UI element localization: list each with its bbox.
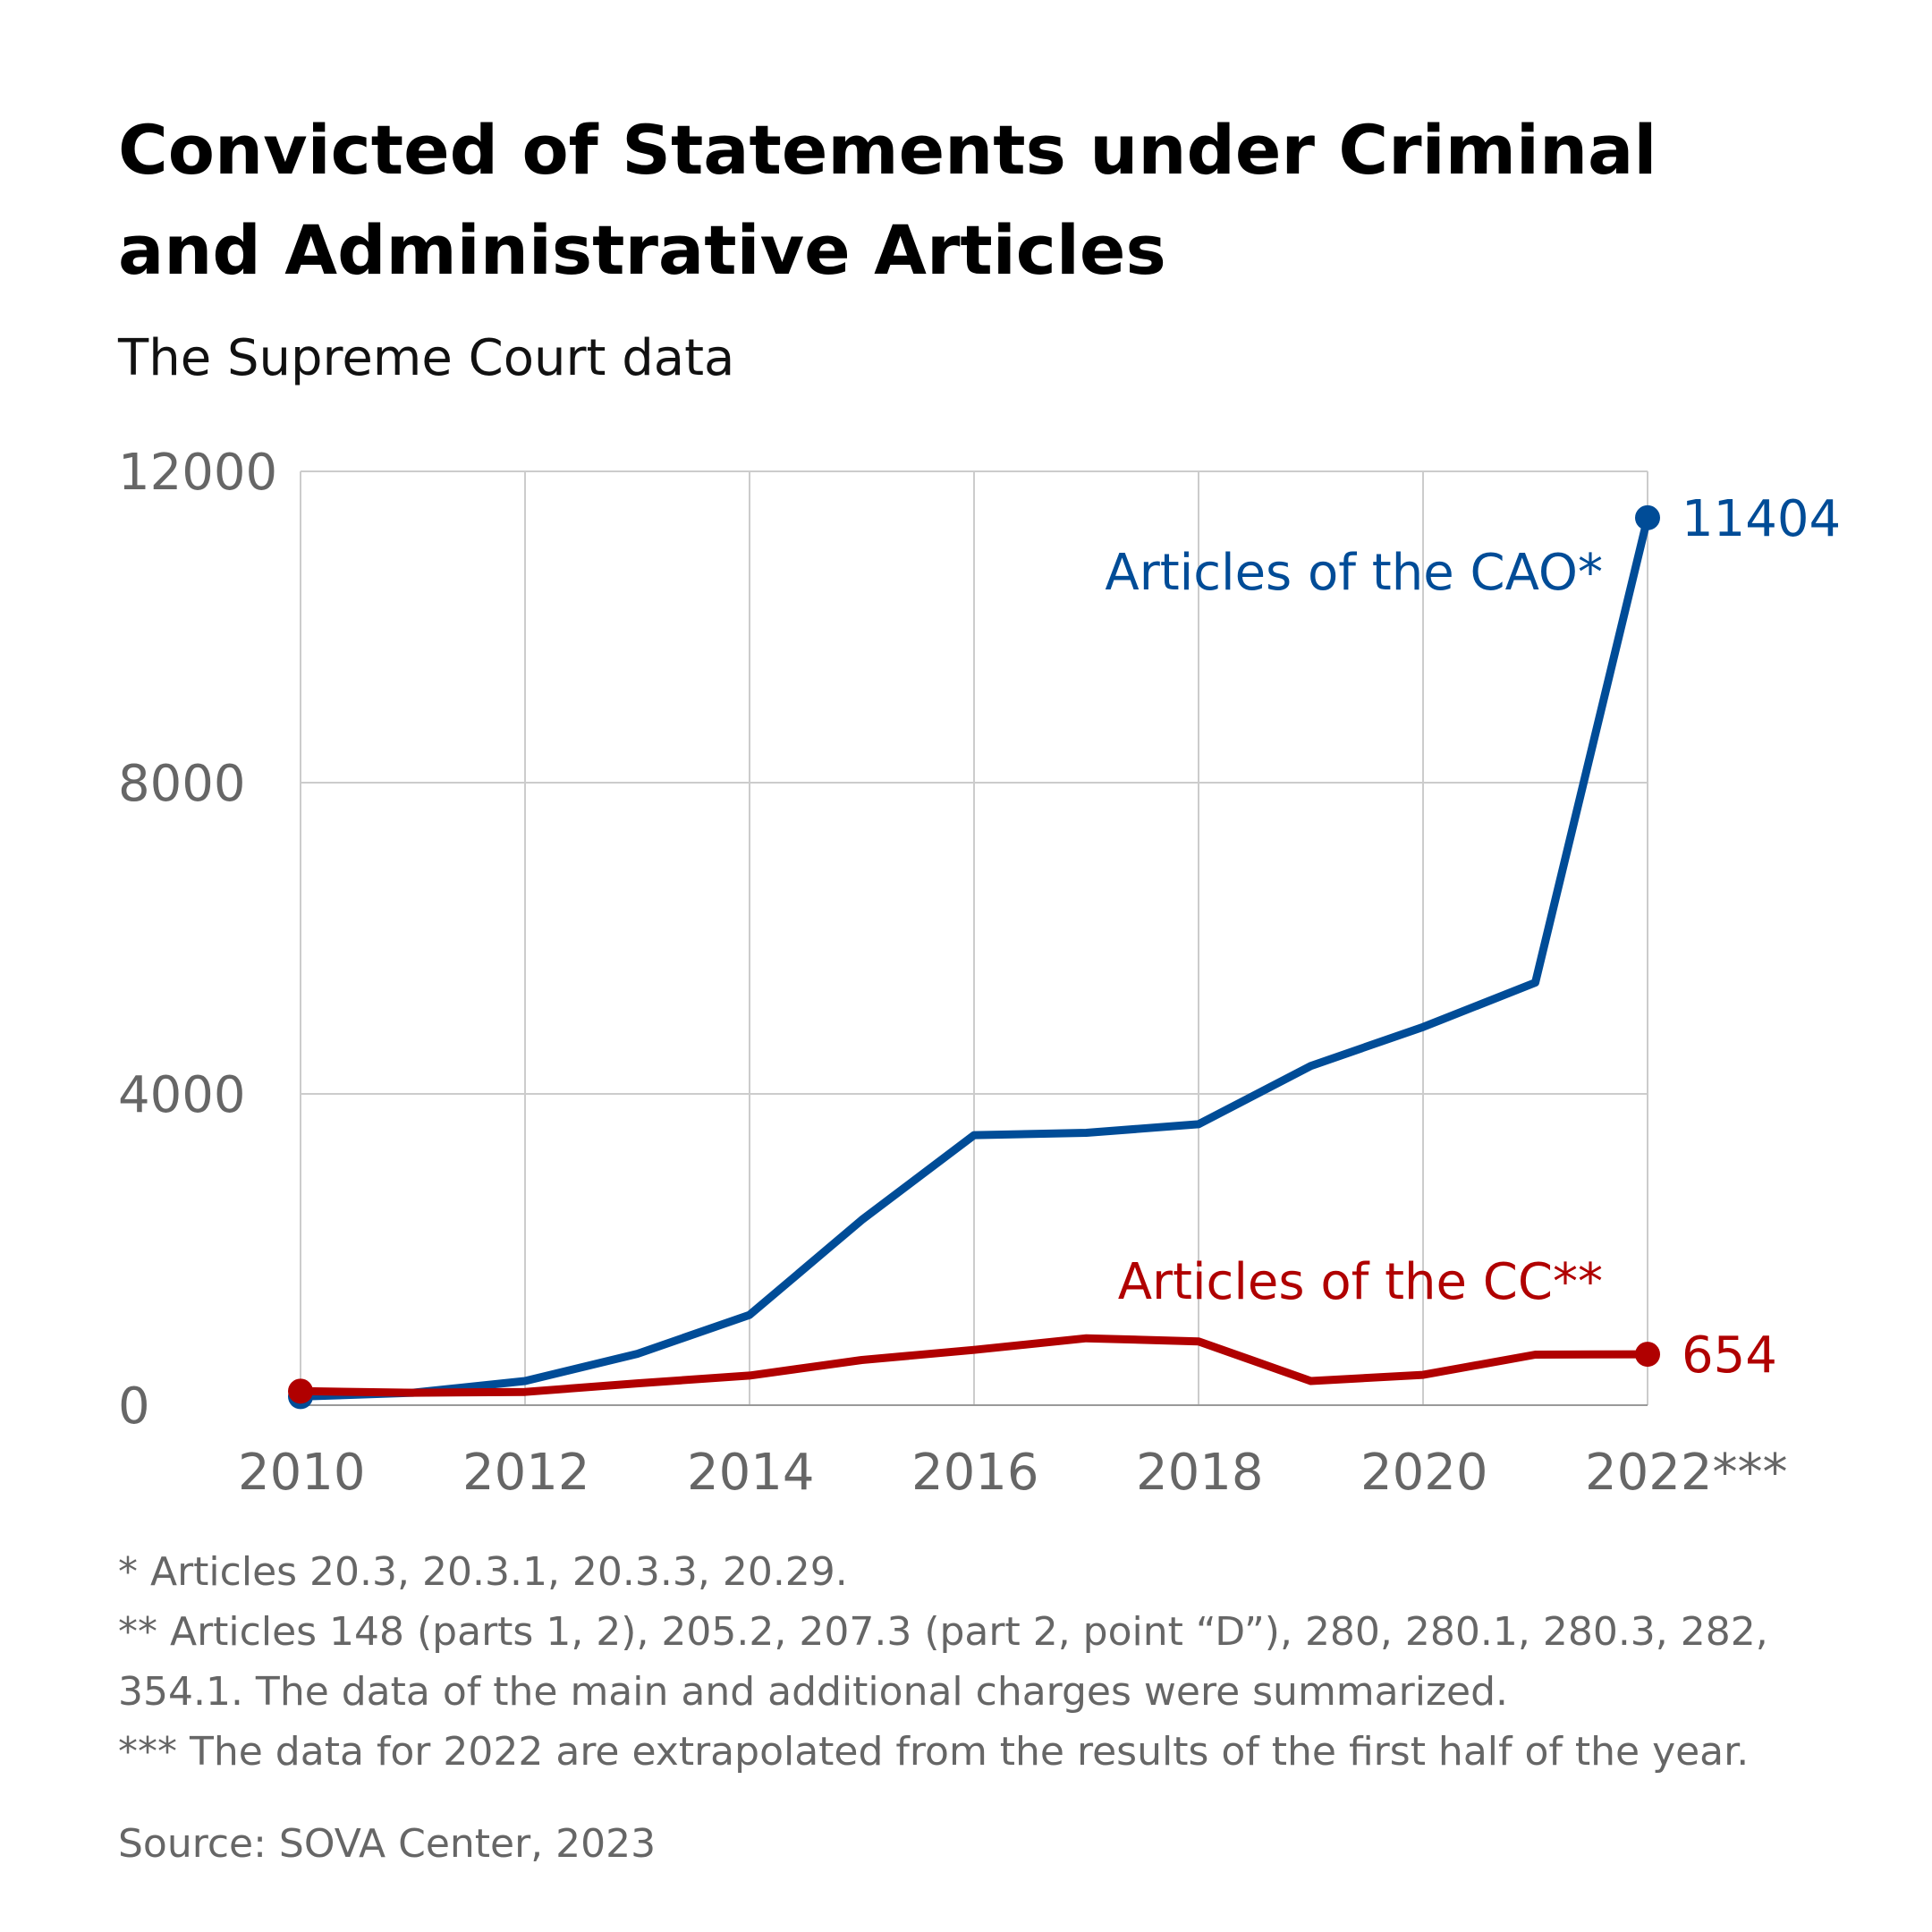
series-lines: [288, 504, 1660, 1410]
footnote-2022: *** The data for 2022 are extrapolated f…: [118, 1729, 1750, 1775]
chart-title: Convicted of Statements under Criminal a…: [118, 110, 1657, 290]
series-start-marker: [288, 1378, 313, 1404]
y-tick-label: 4000: [118, 1066, 246, 1124]
series-end-value-label: 11404: [1682, 490, 1841, 548]
x-tick-label: 2022***: [1585, 1444, 1788, 1502]
axis-tick-labels: 0 4000 8000 12000 2010 2012 2014 2016 2018 2020 20…: [118, 444, 1788, 1502]
x-tick-label: 2016: [911, 1444, 1039, 1502]
y-tick-label: 8000: [118, 755, 246, 813]
footnote-cc: ** Articles 148 (parts 1, 2), 205.2, 207…: [118, 1609, 1768, 1715]
series-end-value-label: 654: [1682, 1326, 1777, 1385]
series-name-label: Articles of the CAO*: [1105, 544, 1603, 602]
x-tick-label: 2012: [462, 1444, 590, 1502]
series-end-marker: [1635, 1342, 1660, 1368]
series-line: [296, 513, 1652, 1401]
source-note: Source: SOVA Center, 2023: [118, 1821, 657, 1867]
x-tick-label: 2018: [1136, 1444, 1264, 1502]
series-end-marker: [1635, 504, 1660, 530]
y-tick-label: 0: [118, 1377, 150, 1436]
footnotes: * Articles 20.3, 20.3.1, 20.3.3, 20.29. …: [118, 1542, 1862, 1782]
chart-subtitle: The Supreme Court data: [118, 329, 735, 387]
series-labels: 11404 Articles of the CAO* 654 Articles of …: [1105, 490, 1841, 1385]
y-tick-label: 12000: [118, 444, 277, 502]
x-tick-label: 2020: [1360, 1444, 1488, 1502]
x-tick-label: 2010: [238, 1444, 366, 1502]
series-name-label: Articles of the CC**: [1118, 1253, 1603, 1311]
series-line: [296, 1334, 1652, 1397]
footnote-cao: * Articles 20.3, 20.3.1, 20.3.3, 20.29.: [118, 1549, 848, 1595]
grid-lines: [300, 470, 1648, 1406]
x-tick-label: 2014: [687, 1444, 815, 1502]
